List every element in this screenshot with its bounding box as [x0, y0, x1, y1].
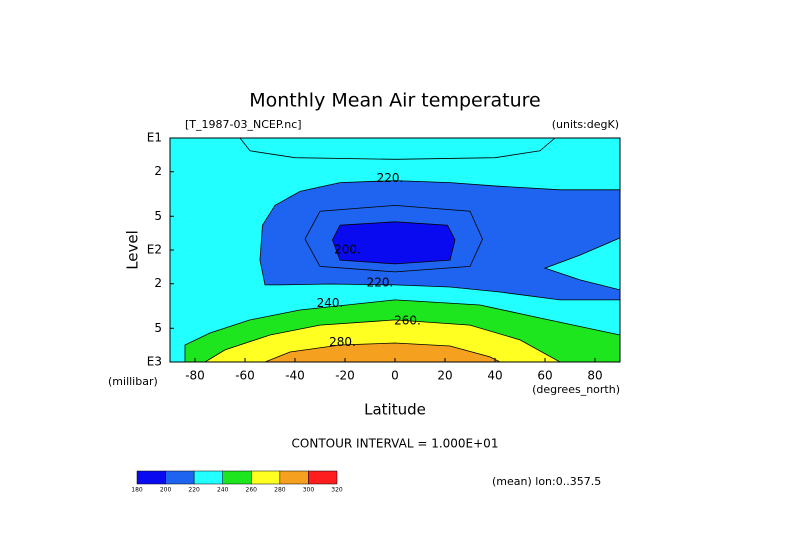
colorbar-swatch	[165, 470, 195, 485]
colorbar-label: 260	[246, 487, 258, 494]
footer: (mean) lon:0..357.5	[492, 475, 601, 488]
contours: 220. 200. 220. 240. 260. 280.	[170, 138, 620, 362]
contour-band	[264, 342, 501, 362]
colorbar-label: 300	[303, 487, 315, 494]
colorbar-label: 200	[160, 487, 172, 494]
y-tick-label: 5	[154, 321, 162, 335]
subtitle-left: [T_1987-03_NCEP.nc]	[185, 118, 302, 131]
colorbar-swatch	[222, 470, 252, 485]
contour-label: 220.	[377, 171, 404, 185]
x-tick-label: -60	[235, 369, 255, 383]
contour-band	[332, 221, 456, 265]
y-tick-label: 2	[154, 276, 162, 290]
colorbar-swatch	[193, 470, 223, 485]
y-tick-label: E2	[147, 243, 162, 257]
subtitle-right: (units:degK)	[552, 118, 619, 131]
x-unit: (degrees_north)	[532, 383, 620, 396]
chart-title: Monthly Mean Air temperature	[249, 90, 540, 112]
colorbar-swatch	[136, 470, 166, 485]
y-tick-label: E3	[147, 355, 162, 369]
x-tick-label: -40	[285, 369, 305, 383]
y-tick-label: 2	[154, 164, 162, 178]
y-axis-label: Level	[124, 230, 142, 270]
x-tick-label: 0	[391, 369, 399, 383]
contour-line	[239, 138, 556, 160]
contour-label: 220.	[367, 276, 394, 290]
contour-note: CONTOUR INTERVAL = 1.000E+01	[292, 437, 499, 451]
y-tick-label: E1	[147, 131, 162, 145]
colorbar-label: 220	[188, 487, 200, 494]
x-tick-label: 60	[537, 369, 552, 383]
colorbar-swatch	[308, 470, 338, 485]
colorbar-label: 280	[274, 487, 286, 494]
x-tick-label: 40	[487, 369, 502, 383]
colorbar-swatch	[251, 470, 281, 485]
colorbar-label: 180	[131, 487, 143, 494]
x-axis-label: Latitude	[364, 401, 426, 419]
contour-label: 260.	[394, 313, 421, 327]
colorbar-label: 320	[331, 487, 343, 494]
colorbar-swatch	[279, 470, 309, 485]
y-tick-label: 5	[154, 209, 162, 223]
plot-area: 220. 200. 220. 240. 260. 280.	[169, 137, 621, 363]
colorbar-label: 240	[217, 487, 229, 494]
x-tick-label: -80	[185, 369, 205, 383]
contour-label: 280.	[329, 335, 356, 349]
contour-label: 200.	[334, 243, 361, 257]
contour-label: 240.	[317, 296, 344, 310]
x-tick-label: 80	[587, 369, 602, 383]
y-unit: (millibar)	[108, 375, 158, 388]
x-tick-label: -20	[335, 369, 355, 383]
x-tick-label: 20	[437, 369, 452, 383]
contour-line	[304, 204, 483, 273]
